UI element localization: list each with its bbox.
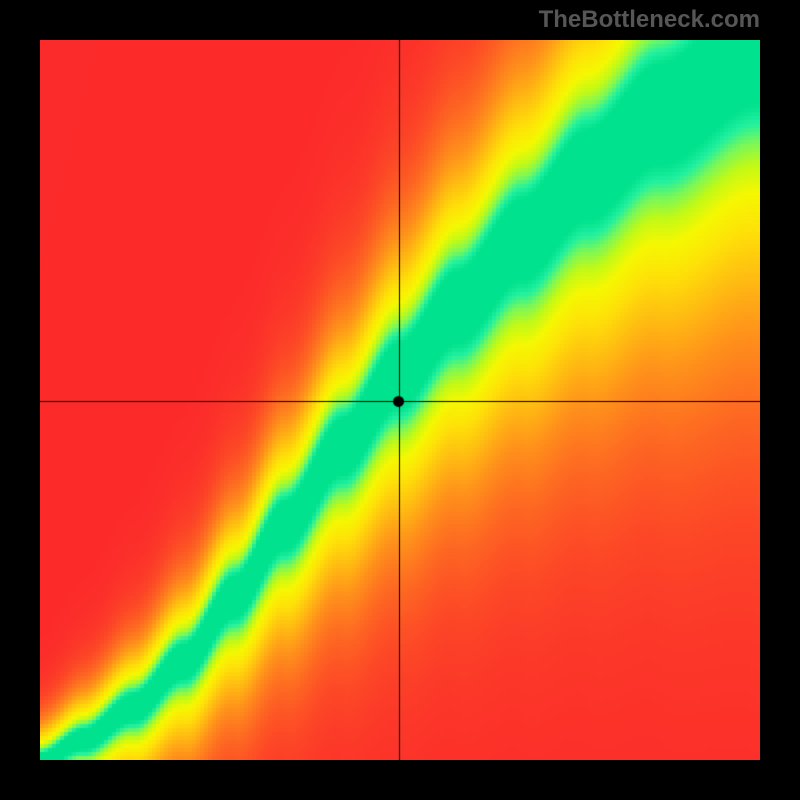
frame-bottom (0, 760, 800, 800)
frame-right (760, 0, 800, 800)
frame-left (0, 0, 40, 800)
watermark-text: TheBottleneck.com (539, 6, 760, 34)
bottleneck-heatmap (40, 40, 760, 760)
